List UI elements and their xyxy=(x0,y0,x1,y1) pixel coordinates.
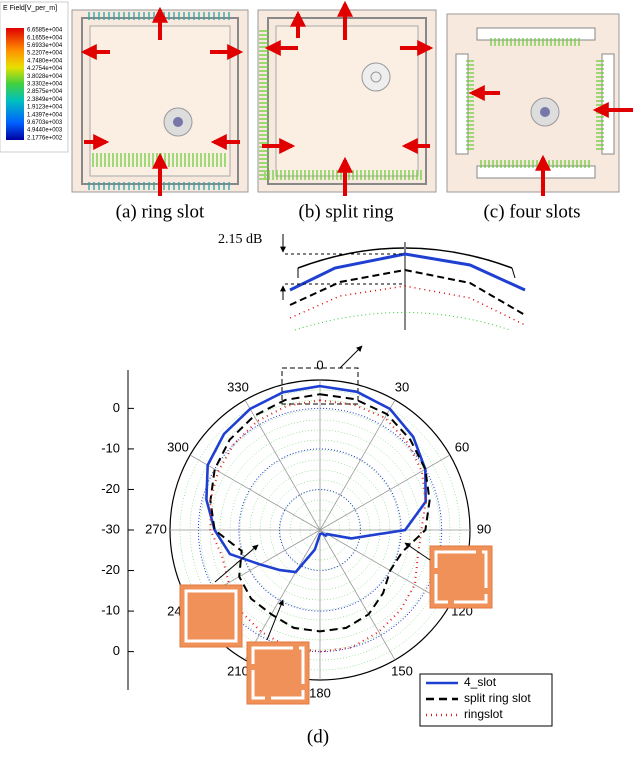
colorbar-label: 2.3849e+004 xyxy=(27,97,63,103)
legend-label: 4_slot xyxy=(464,675,497,689)
spoke xyxy=(319,529,451,606)
polar-chart: 0306090120150180210240270300330-30-20-20… xyxy=(101,345,553,727)
panel-caption: (c) four slots xyxy=(483,201,580,222)
inset-label: 2.15 dB xyxy=(218,232,262,247)
series-line xyxy=(209,393,431,633)
colorbar-label: 9.6703e+003 xyxy=(27,120,63,126)
colorbar-title: E Field[V_per_m] xyxy=(3,5,57,12)
colorbar-label: 2.1776e+002 xyxy=(27,135,63,141)
angle-label: 270 xyxy=(145,521,167,536)
colorbar-label: 6.6585e+004 xyxy=(27,28,63,34)
antenna-slot xyxy=(434,550,488,604)
colorbar-label: 5.2207e+004 xyxy=(27,51,63,57)
angle-label: 180 xyxy=(309,685,331,700)
colorbar-label: 1.9123e+004 xyxy=(27,105,63,111)
spoke xyxy=(244,399,321,531)
angle-label: 210 xyxy=(227,663,249,678)
colorbar-label: 4.2754e+004 xyxy=(27,66,63,72)
pointer-arrow xyxy=(404,542,431,561)
spoke xyxy=(244,529,321,661)
pointer-arrow xyxy=(214,544,259,583)
colorbar-label: 6.1655e+004 xyxy=(27,35,63,41)
zoom-arrow xyxy=(339,345,363,369)
series-line xyxy=(205,384,428,574)
panel-caption: (a) ring slot xyxy=(116,201,205,222)
angle-label: 150 xyxy=(391,663,413,678)
pointer-arrow xyxy=(266,599,284,641)
antenna-slot xyxy=(184,589,238,643)
colorbar xyxy=(6,28,24,140)
angle-label: 90 xyxy=(477,521,491,536)
radial-tick-label: -10 xyxy=(101,440,120,455)
antenna-icon xyxy=(246,641,310,705)
angle-label: 60 xyxy=(455,439,469,454)
spoke xyxy=(319,529,396,661)
panel-b xyxy=(257,0,437,196)
colorbar-label: 4.9440e+003 xyxy=(27,128,63,134)
radial-tick-label: 0 xyxy=(113,400,120,415)
angle-label: 30 xyxy=(395,379,409,394)
radial-tick-label: -20 xyxy=(101,481,120,496)
spoke xyxy=(189,454,321,531)
legend-label: split ring slot xyxy=(464,691,531,705)
zoom-inset xyxy=(280,234,526,331)
colorbar-label: 3.8028e+004 xyxy=(27,74,63,80)
radial-tick-label: -10 xyxy=(101,603,120,618)
panel-c xyxy=(446,13,633,196)
panel-a xyxy=(71,6,249,196)
radial-tick-label: -30 xyxy=(101,521,120,536)
angle-label: 300 xyxy=(167,439,189,454)
spoke xyxy=(319,399,396,531)
legend-label: ringslot xyxy=(464,707,503,721)
colorbar-label: 1.4397e+004 xyxy=(27,112,63,118)
radial-tick-label: 0 xyxy=(113,643,120,658)
angle-label: 0 xyxy=(316,357,323,372)
series-line xyxy=(209,399,427,653)
colorbar-label: 4.7480e+004 xyxy=(27,58,63,64)
colorbar-label: 5.6933e+004 xyxy=(27,43,63,49)
antenna-icon xyxy=(179,584,243,648)
figure-caption: (d) xyxy=(307,726,329,747)
colorbar-label: 2.8575e+004 xyxy=(27,89,63,95)
colorbar-label: 3.3302e+004 xyxy=(27,81,63,87)
spoke xyxy=(319,454,451,531)
angle-label: 330 xyxy=(227,379,249,394)
antenna-icon xyxy=(429,545,493,609)
radial-tick-label: -20 xyxy=(101,562,120,577)
antenna-slot xyxy=(251,646,305,700)
panel-caption: (b) split ring xyxy=(299,201,394,222)
